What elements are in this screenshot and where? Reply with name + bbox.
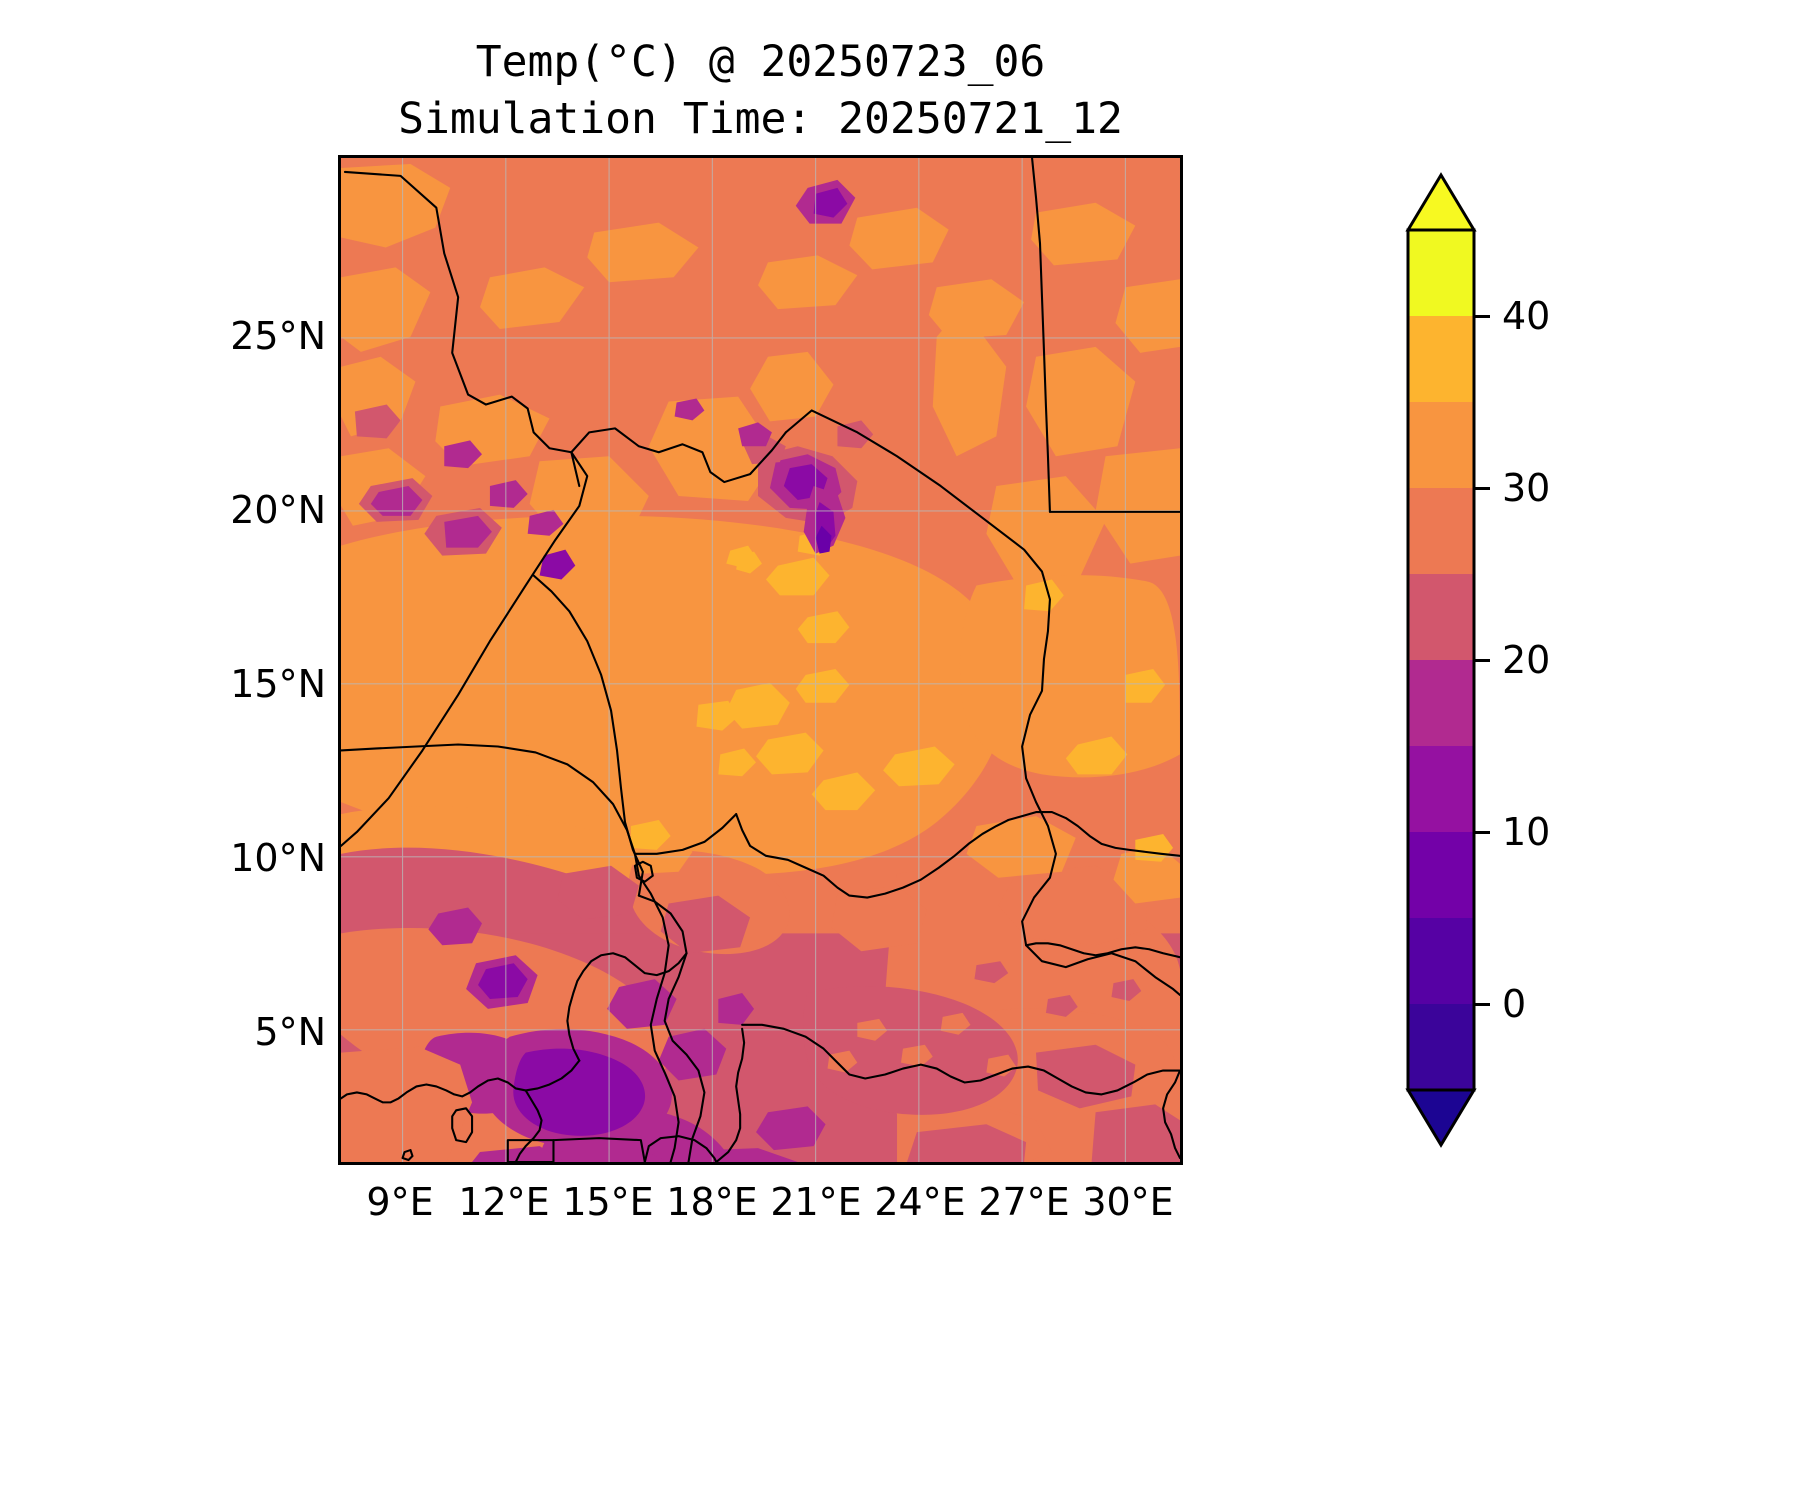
ytick-label-10n: 10°N — [230, 836, 326, 880]
ytick-label-25n: 25°N — [230, 314, 326, 358]
colorbar-band-25-30 — [1408, 488, 1474, 574]
colorbar-tick-20: 20 — [1474, 638, 1550, 682]
colorbar-tick-text-0: 0 — [1502, 982, 1527, 1026]
colorbar-band-35-40 — [1408, 316, 1474, 402]
graticule-lines — [341, 158, 1180, 1162]
colorbar-tick-text-40: 40 — [1502, 294, 1551, 338]
chart-title-line-2: Simulation Time: 20250721_12 — [398, 93, 1123, 144]
colorbar-tick-text-30: 30 — [1502, 466, 1551, 510]
chart-title: Temp(°C) @ 20250723_06 Simulation Time: … — [338, 34, 1183, 148]
x-axis-tick-labels: 9°E 12°E 15°E 18°E 21°E 24°E 27°E 30°E — [338, 1180, 1183, 1240]
country-borders — [341, 158, 1180, 1162]
colorbar: 40 30 20 10 0 — [1405, 155, 1550, 1165]
colorbar-band-5-10 — [1408, 832, 1474, 918]
ytick-label-5n: 5°N — [254, 1010, 326, 1054]
colorbar-band-10-15 — [1408, 746, 1474, 832]
colorbar-tick-mark-10 — [1474, 830, 1490, 834]
colorbar-tick-mark-0 — [1474, 1002, 1490, 1006]
xtick-label-9e: 9°E — [366, 1180, 434, 1224]
map-canvas — [341, 158, 1180, 1162]
colorbar-tick-text-10: 10 — [1502, 810, 1551, 854]
colorbar-band-0-5 — [1408, 918, 1474, 1004]
xtick-label-15e: 15°E — [562, 1180, 654, 1224]
xtick-label-18e: 18°E — [666, 1180, 758, 1224]
colorbar-tick-mark-30 — [1474, 486, 1490, 490]
colorbar-under-arrow — [1405, 1088, 1477, 1148]
ytick-label-15n: 15°N — [230, 662, 326, 706]
colorbar-band-20-25 — [1408, 574, 1474, 660]
colorbar-over-arrow — [1405, 172, 1477, 232]
map-overlay — [341, 158, 1180, 1162]
colorbar-band-neg5-0 — [1408, 1004, 1474, 1090]
xtick-label-24e: 24°E — [874, 1180, 966, 1224]
colorbar-tick-labels: 40 30 20 10 0 — [1474, 155, 1734, 1165]
colorbar-band-15-20 — [1408, 660, 1474, 746]
colorbar-gradient — [1405, 172, 1477, 1148]
colorbar-tick-10: 10 — [1474, 810, 1550, 854]
xtick-label-21e: 21°E — [770, 1180, 862, 1224]
map-plot-area — [338, 155, 1183, 1165]
colorbar-tick-40: 40 — [1474, 294, 1550, 338]
colorbar-tick-mark-40 — [1474, 314, 1490, 318]
xtick-label-27e: 27°E — [978, 1180, 1070, 1224]
xtick-label-30e: 30°E — [1082, 1180, 1174, 1224]
colorbar-tick-mark-20 — [1474, 658, 1490, 662]
chart-title-line-1: Temp(°C) @ 20250723_06 — [475, 37, 1046, 87]
colorbar-tick-text-20: 20 — [1502, 638, 1551, 682]
y-axis-tick-labels: 25°N 20°N 15°N 10°N 5°N — [100, 155, 326, 1165]
xtick-label-12e: 12°E — [458, 1180, 550, 1224]
colorbar-tick-30: 30 — [1474, 466, 1550, 510]
colorbar-band-30-35 — [1408, 402, 1474, 488]
colorbar-band-40-45 — [1408, 230, 1474, 316]
ytick-label-20n: 20°N — [230, 488, 326, 532]
colorbar-tick-0: 0 — [1474, 982, 1526, 1026]
